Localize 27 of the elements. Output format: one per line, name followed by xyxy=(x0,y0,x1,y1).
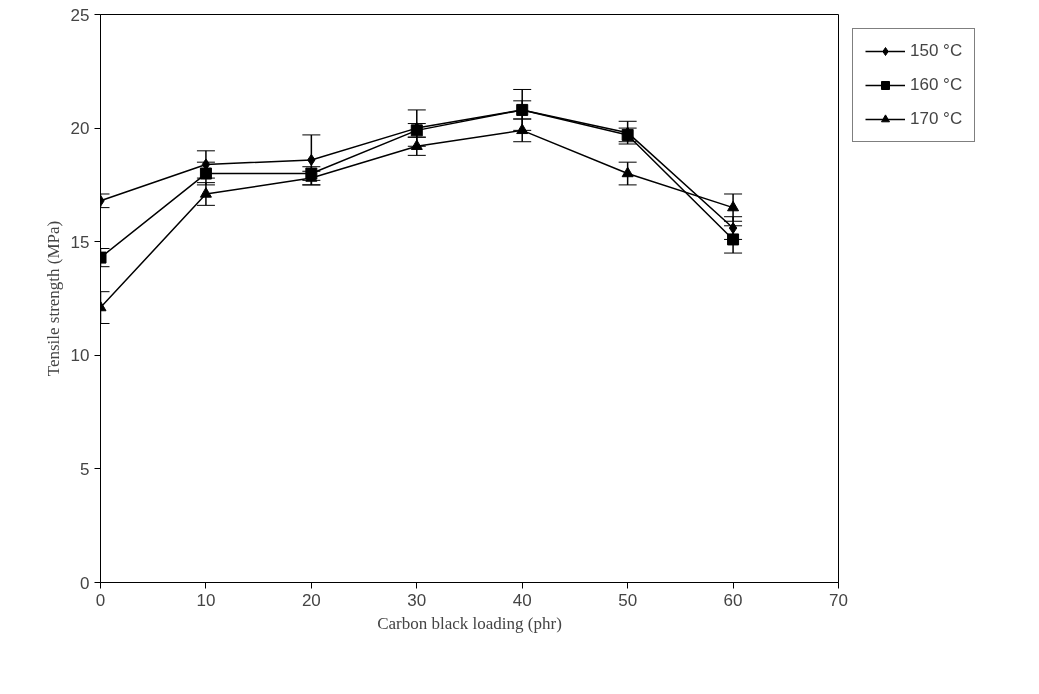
x-tick-label: 50 xyxy=(618,590,638,610)
legend-label: 150 °C xyxy=(910,41,963,61)
x-tick-label: 60 xyxy=(723,590,743,610)
legend-label: 170 °C xyxy=(910,109,963,129)
x-tick-label: 70 xyxy=(829,590,848,610)
point xyxy=(199,167,212,180)
point xyxy=(199,187,212,198)
y-tick-label: 25 xyxy=(70,5,90,25)
point xyxy=(727,200,740,212)
x-tick-label: 20 xyxy=(301,590,321,610)
point xyxy=(621,166,634,178)
point xyxy=(516,123,529,135)
legend-label: 160 °C xyxy=(910,75,963,95)
point xyxy=(410,139,423,150)
y-tick-label: 15 xyxy=(70,232,90,252)
x-tick-label: 30 xyxy=(407,590,427,610)
y-tick-label: 10 xyxy=(70,346,90,366)
point xyxy=(728,222,738,235)
x-axis-title: Carbon black loading (phr) xyxy=(377,613,562,633)
x-tick-label: 10 xyxy=(196,590,216,610)
point xyxy=(727,233,740,246)
y-tick-label: 5 xyxy=(80,459,90,479)
y-tick-label: 20 xyxy=(70,119,90,139)
y-axis-title: Tensile strength (MPa) xyxy=(43,220,63,377)
x-tick-label: 0 xyxy=(95,590,106,610)
x-tick-label: 40 xyxy=(512,590,532,610)
y-tick-label: 0 xyxy=(80,573,90,593)
